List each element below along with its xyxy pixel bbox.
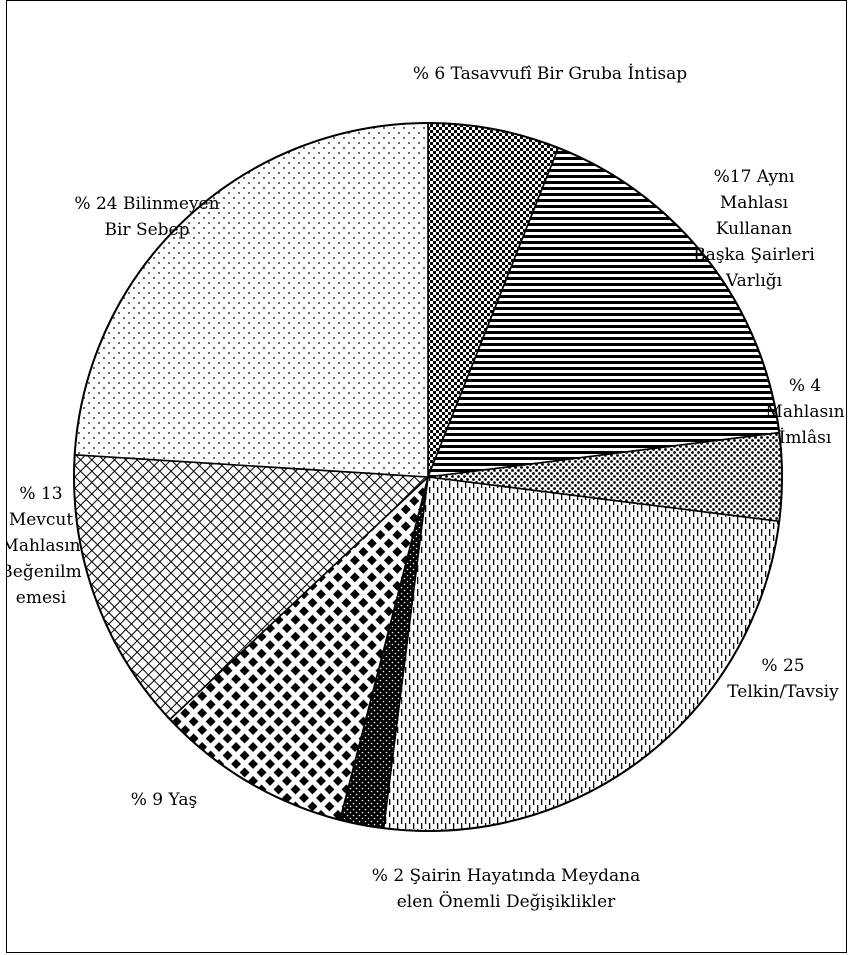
pie-labels: % 6 Tasavvufî Bir Gruba İntisap %17 Aynı M…	[7, 63, 845, 912]
slice-label-6: % 13 Mevcut Mahlasın Beğenilm emesi	[7, 484, 82, 608]
slice-label-4: % 2 Şairin Hayatında Meydana elen Önemli …	[372, 866, 640, 912]
slice-label-7: % 24 Bilinmeyen Bir Sebep	[74, 194, 219, 240]
pie-chart: % 6 Tasavvufî Bir Gruba İntisap %17 Aynı M…	[7, 63, 845, 912]
slice-label-2: % 4 Mahlasın İmlâsı	[765, 376, 844, 448]
pie-slice-3	[382, 476, 781, 832]
slice-label-1: %17 Aynı Mahlası Kullanan Başka Şairleri Var…	[693, 167, 815, 291]
slice-label-5: % 9 Yaş	[131, 790, 198, 810]
pie-slice-7	[73, 122, 429, 478]
chart-frame: % 6 Tasavvufî Bir Gruba İntisap %17 Aynı M…	[6, 0, 847, 953]
pie-outline	[73, 122, 783, 832]
slice-label-3: % 25 Telkin/Tavsiy	[727, 656, 839, 702]
slice-label-0: % 6 Tasavvufî Bir Gruba İntisap	[413, 63, 687, 84]
pie-slices	[73, 122, 783, 832]
